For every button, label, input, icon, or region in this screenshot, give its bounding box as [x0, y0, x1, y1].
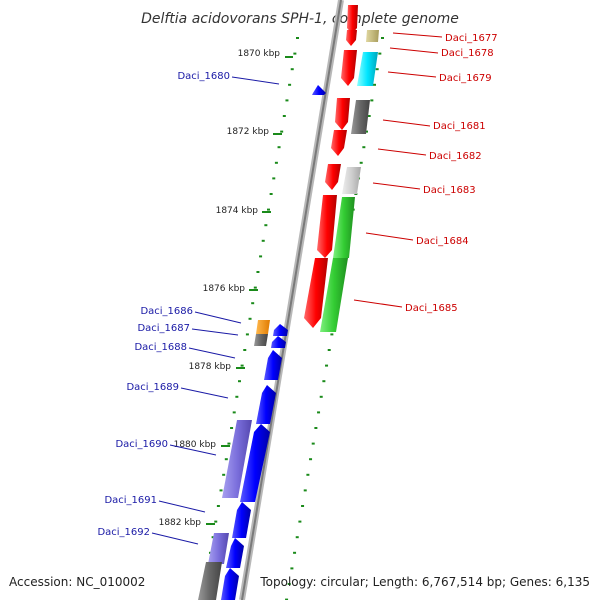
gene-label[interactable]: Daci_1677	[445, 33, 498, 44]
gene-arrow[interactable]	[232, 502, 251, 538]
map-title: Delftia acidovorans SPH-1, complete geno…	[141, 11, 459, 27]
gene-arrow[interactable]	[342, 167, 361, 194]
gene-arrow[interactable]	[264, 350, 282, 380]
forward-genes	[304, 5, 379, 332]
gene-label[interactable]: Daci_1679	[439, 73, 492, 84]
reverse-gene-labels: Daci_1680 Daci_1686 Daci_1687 Daci_1688 …	[97, 71, 280, 545]
gene-arrow[interactable]	[208, 533, 229, 564]
gene-label[interactable]: Daci_1692	[97, 527, 150, 538]
gene-arrow[interactable]	[351, 100, 370, 134]
reverse-genes	[198, 85, 326, 600]
gene-arrow[interactable]	[198, 562, 222, 600]
gene-label[interactable]: Daci_1681	[433, 121, 486, 132]
gene-label[interactable]: Daci_1686	[140, 306, 193, 317]
gene-label[interactable]: Daci_1680	[177, 71, 230, 82]
gene-label[interactable]: Daci_1689	[126, 382, 179, 393]
gene-arrow[interactable]	[333, 197, 355, 258]
gene-arrow[interactable]	[357, 52, 378, 86]
gene-arrow[interactable]	[317, 195, 337, 258]
kbp-label: 1872 kbp	[227, 127, 270, 137]
gene-label[interactable]: Daci_1690	[115, 439, 168, 450]
accession-text: Accession: NC_010002	[9, 575, 145, 589]
kbp-label: 1874 kbp	[216, 206, 259, 216]
kbp-label: 1870 kbp	[238, 49, 281, 59]
backbone	[239, 0, 344, 600]
gene-arrow[interactable]	[331, 130, 347, 156]
kbp-scale: 1870 kbp 1872 kbp 1874 kbp 1876 kbp 1878…	[159, 49, 293, 528]
gene-arrow[interactable]	[256, 320, 270, 334]
gene-label[interactable]: Daci_1683	[423, 185, 476, 196]
forward-gene-labels: Daci_1677 Daci_1678 Daci_1679 Daci_1681 …	[353, 32, 498, 314]
kbp-label: 1878 kbp	[189, 362, 232, 372]
gene-label[interactable]: Daci_1684	[416, 236, 469, 247]
gene-arrow[interactable]	[346, 30, 357, 46]
gene-arrow[interactable]	[335, 98, 350, 130]
gene-arrow[interactable]	[347, 5, 358, 34]
gene-label[interactable]: Daci_1687	[137, 323, 190, 334]
gene-arrow[interactable]	[271, 336, 286, 348]
gene-arrow[interactable]	[304, 258, 328, 328]
gene-label[interactable]: Daci_1688	[134, 342, 187, 353]
gene-arrow[interactable]	[226, 538, 244, 568]
gene-arrow[interactable]	[341, 50, 357, 86]
kbp-label: 1882 kbp	[159, 518, 202, 528]
gene-arrow[interactable]	[325, 164, 341, 190]
gene-label[interactable]: Daci_1685	[405, 303, 458, 314]
gene-arrow[interactable]	[222, 420, 252, 498]
gene-arrow[interactable]	[240, 424, 270, 502]
gene-arrow[interactable]	[256, 385, 276, 424]
genome-summary: Topology: circular; Length: 6,767,514 bp…	[259, 575, 590, 589]
gene-arrow[interactable]	[273, 324, 288, 336]
gene-arrow[interactable]	[221, 568, 239, 600]
gene-arrow[interactable]	[366, 30, 379, 42]
gene-arrow[interactable]	[312, 85, 326, 95]
gene-arrow[interactable]	[254, 334, 268, 346]
kbp-label: 1876 kbp	[203, 284, 246, 294]
kbp-label: 1880 kbp	[174, 440, 217, 450]
gene-label[interactable]: Daci_1678	[441, 48, 494, 59]
gene-label[interactable]: Daci_1682	[429, 151, 482, 162]
gene-arrow[interactable]	[320, 258, 348, 332]
gene-label[interactable]: Daci_1691	[104, 495, 157, 506]
